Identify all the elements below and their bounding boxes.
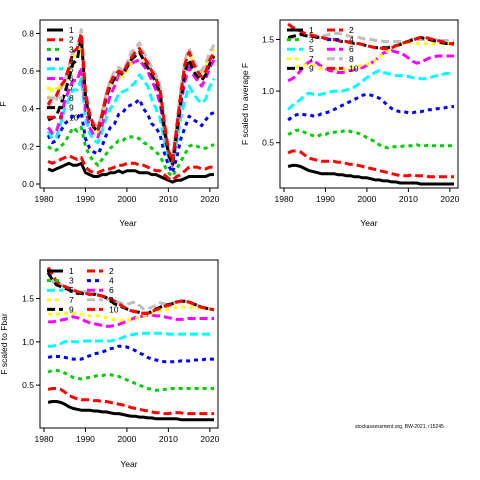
x-tick-label: 1990 xyxy=(316,194,335,204)
legend-label-7: 7 xyxy=(69,295,74,305)
y-tick-label: 1.5 xyxy=(22,294,34,304)
x-tick-label: 2010 xyxy=(159,194,178,204)
y-tick-label: 0.6 xyxy=(22,66,34,76)
series-line-2 xyxy=(287,149,454,179)
x-axis-label: Year xyxy=(119,218,136,228)
y-tick-label: 0.5 xyxy=(262,138,274,148)
series-line-4 xyxy=(287,92,454,122)
legend-label-1: 1 xyxy=(69,25,74,35)
legend-label-1: 1 xyxy=(69,266,74,276)
legend-label-6: 6 xyxy=(69,74,74,84)
x-axis-label: Year xyxy=(360,218,377,228)
y-tick-label: 0.0 xyxy=(22,179,34,189)
series-line-3 xyxy=(47,126,215,178)
series-line-5 xyxy=(48,331,214,348)
series-line-4 xyxy=(47,344,214,364)
legend-label-2: 2 xyxy=(349,25,354,35)
legend-label-10: 10 xyxy=(349,63,359,73)
series-line-9 xyxy=(47,35,216,167)
legend-label-8: 8 xyxy=(349,54,354,64)
x-tick-label: 1990 xyxy=(76,434,95,444)
x-tick-label: 1990 xyxy=(76,194,95,204)
x-tick-label: 1980 xyxy=(35,194,54,204)
legend-label-3: 3 xyxy=(69,276,74,286)
x-tick-label: 2000 xyxy=(357,194,376,204)
legend: 1 2 3 4 5 6 7 8 9 10 xyxy=(287,25,359,73)
plot-frame xyxy=(39,259,219,429)
series-line-2 xyxy=(47,387,214,416)
legend-label-5: 5 xyxy=(69,64,74,74)
y-axis-label: F scaled to average F xyxy=(240,63,250,145)
series-line-1 xyxy=(47,400,214,422)
legend-label-5: 5 xyxy=(69,285,74,295)
x-tick-label: 2000 xyxy=(117,194,136,204)
legend-label-9: 9 xyxy=(69,304,74,314)
y-tick-label: 1.0 xyxy=(262,86,274,96)
legend-label-2: 2 xyxy=(69,35,74,45)
series-line-1 xyxy=(47,161,214,184)
series-line-6 xyxy=(287,49,454,83)
series-line-7 xyxy=(288,41,454,71)
legend-label-8: 8 xyxy=(109,295,114,305)
y-tick-label: 1.5 xyxy=(262,34,274,44)
series-line-3 xyxy=(287,128,455,150)
series-line-1 xyxy=(287,163,454,186)
series-line-4 xyxy=(46,97,215,175)
chart-panel-2: 1980 1990 2000 2010 2020 0.5 1.0 1.5 Year F scale… xyxy=(240,19,460,228)
y-axis-label: F xyxy=(0,101,8,106)
x-tick-label: 2010 xyxy=(399,194,418,204)
legend-label-10: 10 xyxy=(109,304,119,314)
legend-label-3: 3 xyxy=(69,44,74,54)
y-tick-label: 1.0 xyxy=(22,337,34,347)
legend-label-6: 6 xyxy=(109,285,114,295)
series-line-10 xyxy=(46,266,215,315)
legend-label-9: 9 xyxy=(309,63,314,73)
series-line-10 xyxy=(287,22,455,51)
legend-label-7: 7 xyxy=(309,54,314,64)
series-line-7 xyxy=(48,304,215,322)
x-tick-label: 2020 xyxy=(200,434,219,444)
legend-label-7: 7 xyxy=(69,83,74,93)
x-axis-label: Year xyxy=(120,459,137,469)
legend-label-3: 3 xyxy=(309,35,314,45)
legend-label-5: 5 xyxy=(309,44,314,54)
series-line-5 xyxy=(46,73,216,167)
x-tick-label: 1980 xyxy=(35,434,54,444)
legend: 1 2 3 4 5 6 7 8 9 10 xyxy=(47,266,119,314)
y-tick-label: 0.4 xyxy=(22,104,34,114)
x-tick-label: 1980 xyxy=(275,194,294,204)
series-line-5 xyxy=(287,69,454,111)
y-axis-label: F scaled to Fbar xyxy=(0,313,9,375)
y-tick-label: 0.8 xyxy=(22,28,34,38)
y-tick-label: 0.2 xyxy=(22,141,34,151)
legend-label-4: 4 xyxy=(69,54,74,64)
series-line-6 xyxy=(46,58,216,167)
chart-panel-3: 1980 1990 2000 2010 2020 0.5 1.0 1.5 Year F scale… xyxy=(0,259,220,469)
plot-frame xyxy=(279,19,459,189)
legend-label-8: 8 xyxy=(69,93,74,103)
plot-frame xyxy=(39,19,219,189)
chart-panel-1: 1980 1990 2000 2010 2020 0.0 0.2 0.4 0.6 0.8 Year F… xyxy=(0,19,220,228)
legend-label-9: 9 xyxy=(69,103,74,113)
x-tick-label: 2020 xyxy=(440,194,459,204)
legend-label-6: 6 xyxy=(349,44,354,54)
legend-label-4: 4 xyxy=(109,276,114,286)
y-tick-label: 0.5 xyxy=(22,380,34,390)
legend-label-10: 10 xyxy=(69,112,79,122)
series-line-10 xyxy=(46,31,216,163)
legend-label-2: 2 xyxy=(109,266,114,276)
x-tick-label: 2010 xyxy=(159,434,178,444)
legend-label-1: 1 xyxy=(309,25,314,35)
series-line-2 xyxy=(47,154,214,182)
legend-label-4: 4 xyxy=(349,35,354,45)
series-line-3 xyxy=(47,368,214,392)
credit-text: stockassessment.org, BW-2021, r15245 xyxy=(355,424,444,430)
x-tick-label: 2020 xyxy=(200,194,219,204)
x-tick-label: 2000 xyxy=(117,434,136,444)
